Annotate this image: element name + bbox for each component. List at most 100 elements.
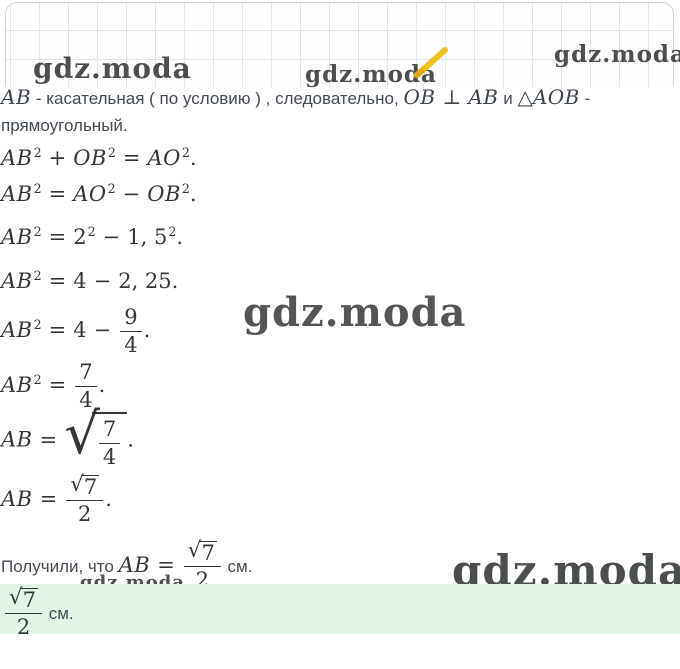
math-v: AB (1, 225, 33, 249)
formula-fraction-subtract: AB2 = 4−9 4. (1, 305, 150, 358)
fraction-numerator: 9 (120, 305, 142, 333)
math-v: AB (1, 269, 33, 293)
math-d: . (98, 373, 106, 398)
math-s: 2 (87, 224, 96, 239)
math-o: ⊥ (442, 85, 462, 109)
formula-fraction-result: AB2 = 7 4. (1, 360, 105, 413)
math-s: 2 (168, 224, 177, 239)
fraction-denominator: 4 (120, 332, 141, 358)
intro-line-2: прямоугольный. (1, 116, 128, 135)
math-s: 2 (181, 181, 190, 196)
math-r: Получили, что (1, 557, 119, 577)
math-d: . (105, 487, 112, 512)
formula-decimal: AB2 = 4−2, 25. (1, 268, 178, 295)
math-s: 2 (181, 145, 190, 160)
math-o: = (48, 225, 67, 249)
answer-highlight-band: √ 7 2 см. (0, 584, 680, 639)
math-s: 2 (33, 145, 42, 160)
fraction-denominator: 4 (99, 444, 120, 470)
math-v: AB (1, 373, 33, 398)
formula-sqrt-of-fraction: AB = √ 7 4. (1, 402, 134, 470)
radical-sign: √ (70, 472, 84, 497)
math-r: см. (222, 557, 253, 577)
math-n: 2 (78, 502, 92, 527)
final-answer: √ 7 2 см. (3, 587, 74, 640)
formula-simplified: AB = √ 7 2. (1, 474, 112, 527)
math-v: AB (1, 182, 33, 206)
math-fraction: √ 7 2 (66, 472, 104, 527)
math-v: AB (468, 85, 499, 109)
math-n: 9 (124, 305, 138, 329)
math-o: = (39, 427, 58, 452)
square-root: √ 7 (9, 585, 39, 612)
math-v: AOB (532, 85, 580, 109)
math-n: 1, 5 (127, 225, 168, 249)
math-v: OB (403, 85, 436, 109)
math-d: . (189, 182, 197, 206)
intro-line-1: AB - касательная ( по условию ) , следов… (1, 84, 590, 110)
grid-paper-header: gdz.moda gdz.moda gdz.moda (5, 2, 680, 88)
math-o: = (48, 269, 67, 293)
math-s: 2 (33, 268, 42, 283)
math-fraction: √ 7 2 (5, 585, 43, 640)
fraction-numerator: 7 (75, 360, 97, 388)
watermark-top-middle: gdz.moda (305, 61, 437, 88)
math-n: 4 (102, 445, 117, 470)
math-o: + (48, 146, 67, 170)
radical-sign: √ (64, 402, 100, 467)
math-o: − (122, 182, 141, 206)
math-n: 7 (22, 588, 37, 612)
fraction-denominator: 2 (74, 501, 95, 527)
fraction-denominator: 4 (75, 387, 96, 413)
math-n: 4 (124, 333, 138, 358)
math-n: 7 (79, 360, 93, 384)
math-n: △ (517, 85, 533, 109)
fraction-denominator: 2 (13, 614, 34, 640)
math-r: см. (44, 604, 74, 624)
math-n: 4 (79, 388, 93, 413)
fraction-numerator: √ 7 (183, 538, 221, 568)
math-v: AB (1, 85, 32, 109)
math-d: . (127, 427, 134, 452)
math-v: AB (1, 427, 33, 452)
square-root: √ 7 (70, 472, 100, 499)
math-n: 2 (16, 615, 31, 640)
math-o: = (39, 487, 58, 512)
math-n: 7 (83, 475, 98, 499)
pencil-icon (414, 47, 448, 78)
math-o: = (48, 318, 67, 343)
math-n: 4 (73, 318, 87, 343)
formula-pythagorean: AB2 + OB2 = AO2. (1, 145, 197, 172)
radical-sign: √ (187, 538, 202, 563)
result-sentence: Получили, что AB = √ 7 2 см. (1, 540, 252, 593)
fraction-numerator: √ 7 (66, 472, 104, 502)
square-root: √ 7 (187, 538, 217, 565)
math-d: . (171, 269, 179, 293)
square-root: √ 7 4 (64, 402, 128, 470)
radical-sign: √ (9, 585, 23, 610)
math-s: 2 (33, 224, 42, 239)
math-d: . (189, 146, 197, 170)
math-o: = (122, 146, 141, 170)
math-v: AB (1, 146, 33, 170)
math-s: 2 (107, 181, 116, 196)
math-s: 2 (33, 181, 42, 196)
math-o: = (157, 553, 175, 578)
radicand: 7 (20, 588, 39, 612)
math-s: 2 (33, 372, 42, 388)
math-v: OB (73, 146, 107, 170)
radicand: 7 (199, 541, 217, 565)
math-r: и (498, 89, 518, 108)
math-o: − (93, 269, 112, 293)
formula-rearranged: AB2 = AO2− OB2. (1, 181, 197, 208)
math-o: = (48, 182, 67, 206)
math-v: OB (147, 182, 181, 206)
watermark-top-right: gdz.moda (554, 41, 680, 68)
math-o: − (93, 318, 112, 343)
fraction-numerator: √ 7 (5, 585, 43, 615)
watermark-middle: gdz.moda (243, 289, 467, 336)
radicand: 7 (81, 475, 100, 499)
